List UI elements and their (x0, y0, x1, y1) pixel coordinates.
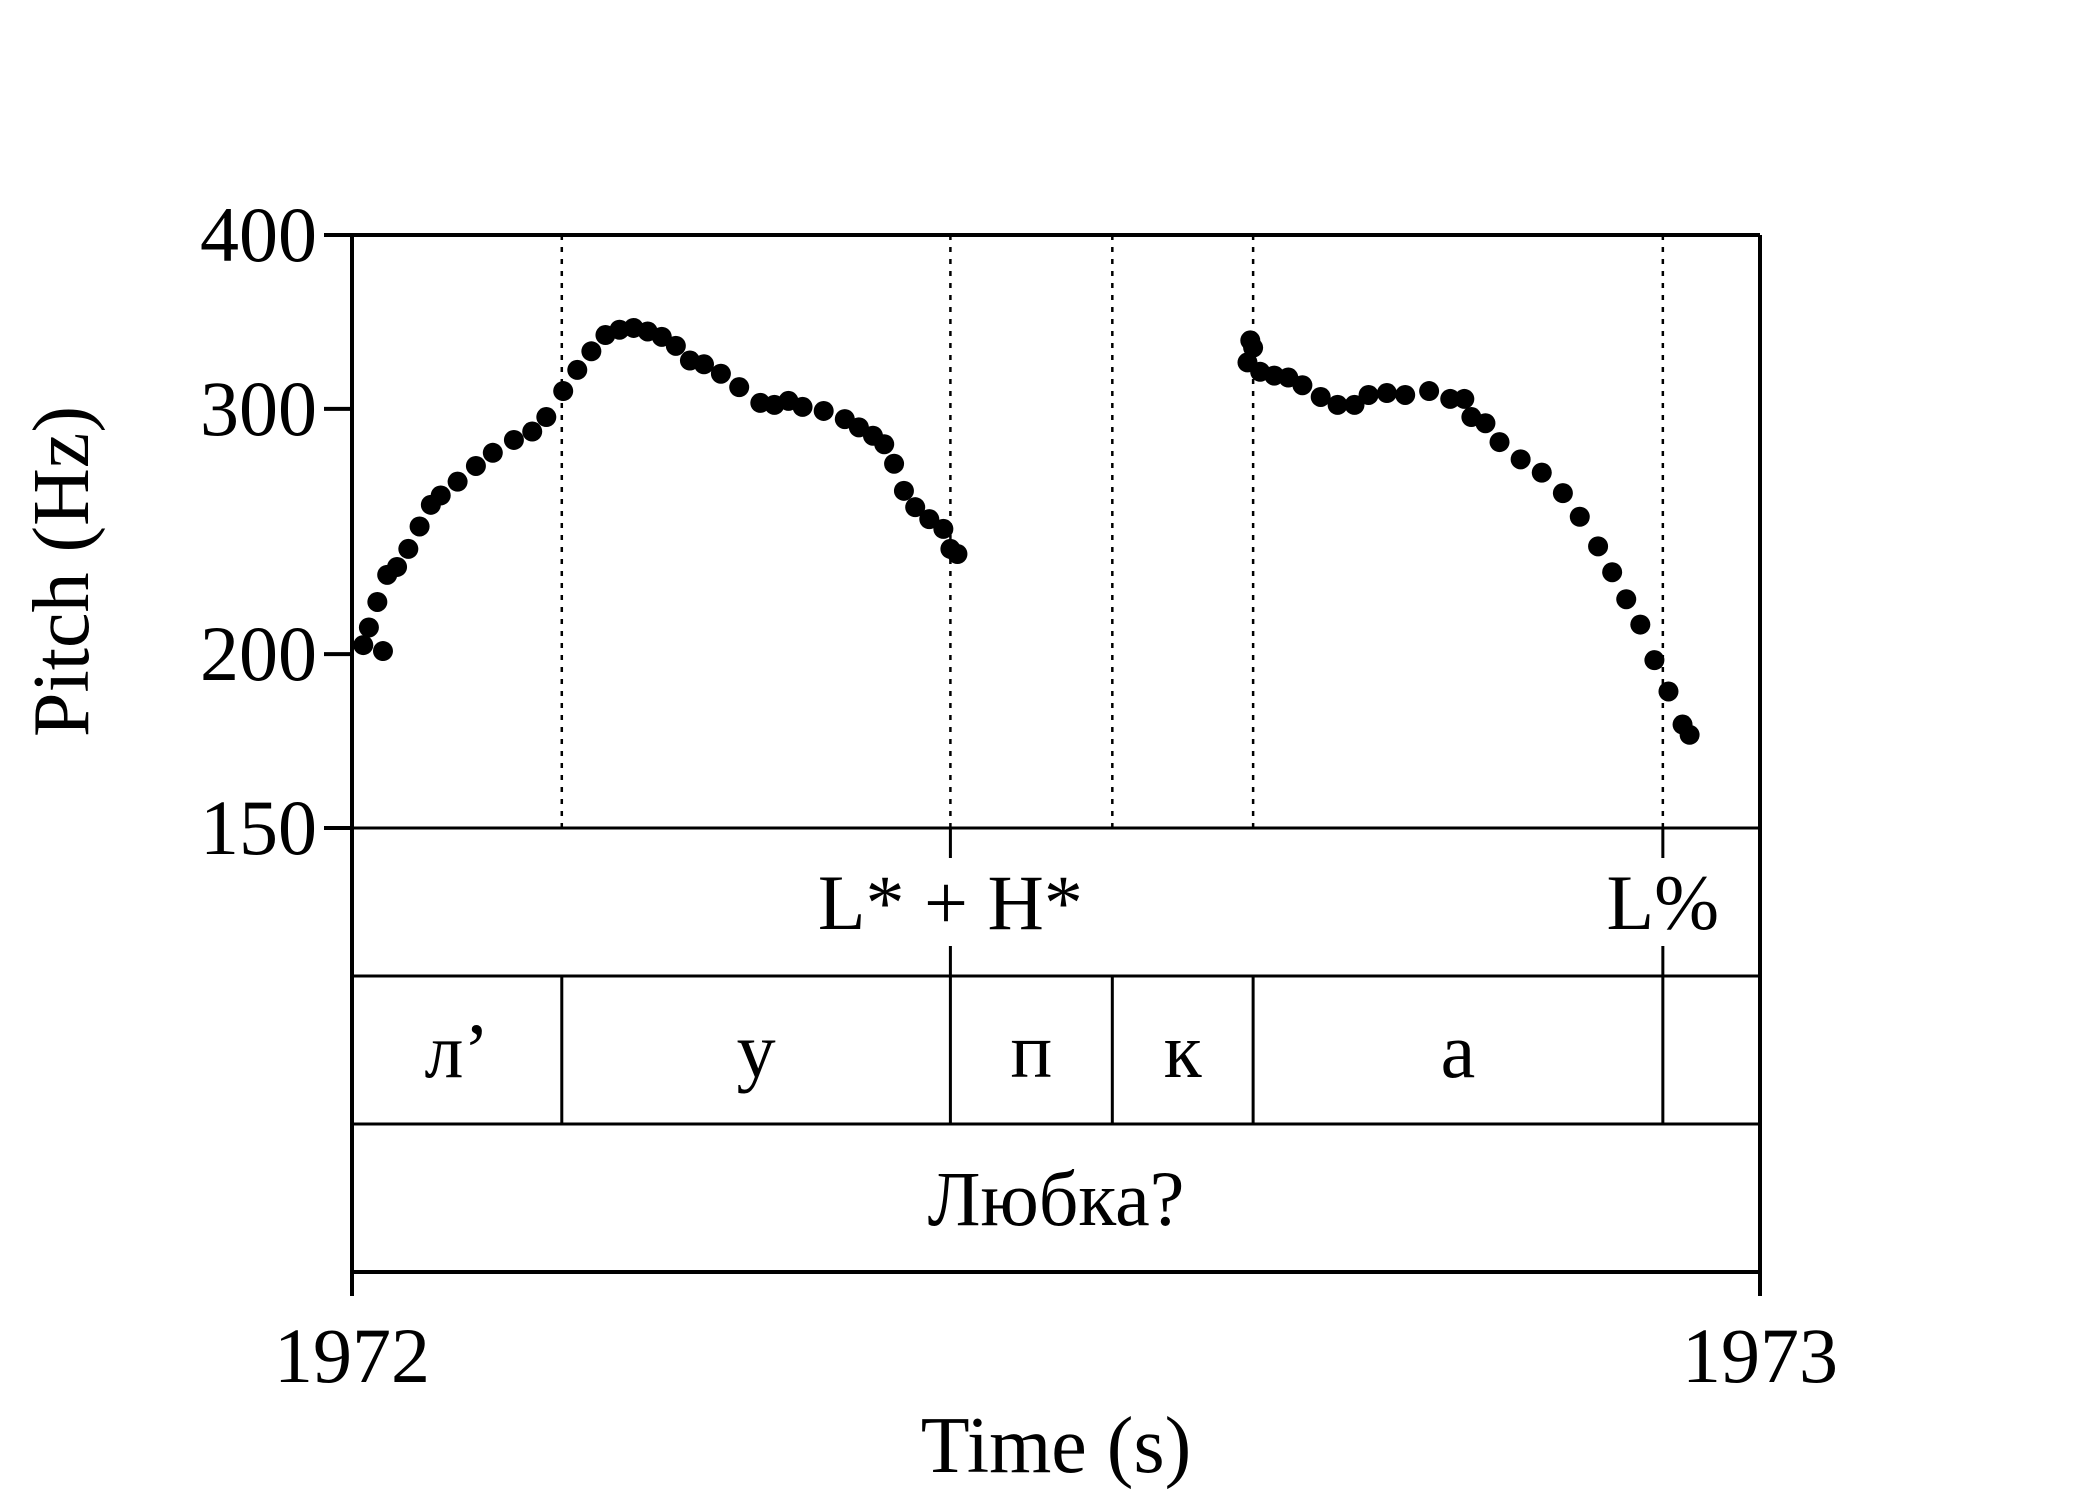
pitch-point (430, 485, 451, 506)
pitch-point (447, 471, 468, 492)
pitch-point (729, 377, 750, 398)
annotation-tiers: L* + H* L% л’ у п к а Любка? (352, 828, 1760, 1274)
x-tick-label: 1972 (274, 1312, 430, 1399)
pitch-point (792, 396, 813, 417)
pitch-point (1358, 384, 1379, 405)
pitch-point (1292, 375, 1313, 396)
pitch-point (1440, 388, 1461, 409)
pitch-point (398, 538, 419, 559)
y-tick-label: 300 (200, 365, 317, 452)
interval-label: а (1441, 1007, 1476, 1094)
pitch-point (1327, 394, 1348, 415)
pitch-point (1630, 614, 1651, 635)
pitch-point (536, 407, 557, 428)
pitch-point (465, 455, 486, 476)
pitch-point (1616, 589, 1637, 610)
interval-label: к (1164, 1007, 1202, 1094)
pitch-point (1310, 386, 1331, 407)
pitch-point (1454, 388, 1475, 409)
axis-ticks: 400 300 200 150 1972 1973 (200, 191, 1838, 1399)
pitch-point (1588, 536, 1609, 557)
pitch-point (353, 635, 374, 656)
pitch-point (1419, 381, 1440, 402)
pitch-point (1531, 462, 1552, 483)
pitch-point (813, 400, 834, 421)
y-tick-label: 200 (200, 610, 317, 697)
pitch-point (387, 556, 408, 577)
y-tick-label: 150 (200, 784, 317, 871)
interval-label: л’ (424, 1007, 489, 1094)
pitch-point (1658, 681, 1679, 702)
pitch-point (482, 442, 503, 463)
pitch-point (1569, 506, 1590, 527)
pitch-point (1602, 562, 1623, 583)
pitch-point (947, 544, 968, 565)
interval-label: у (737, 1007, 776, 1094)
pitch-point (933, 518, 954, 539)
pitch-point (1679, 724, 1700, 745)
pitch-point (1510, 449, 1531, 470)
pitch-point (367, 591, 388, 612)
pitch-point (665, 335, 686, 356)
pitch-point (553, 381, 574, 402)
pitch-point (1475, 413, 1496, 434)
pitch-point (372, 641, 393, 662)
pitch-point (522, 421, 543, 442)
y-tick-label: 400 (200, 191, 317, 278)
pitch-point (358, 617, 379, 638)
pitch-point (581, 341, 602, 362)
pitch-point (1395, 384, 1416, 405)
pitch-point (1644, 650, 1665, 671)
pitch-point (1376, 383, 1397, 404)
point-label: L% (1607, 859, 1720, 946)
interval-label: п (1010, 1007, 1052, 1094)
pitch-point (1344, 394, 1365, 415)
pitch-point (874, 434, 895, 455)
pitch-point (710, 363, 731, 384)
interval-label: Любка? (928, 1155, 1185, 1242)
plot-frame (350, 233, 1762, 1274)
x-tick-label: 1973 (1682, 1312, 1838, 1399)
pitch-point (905, 497, 926, 518)
pitch-point (1489, 432, 1510, 453)
pitch-point (503, 429, 524, 450)
boundary-lines (560, 235, 1665, 828)
point-label: L* + H* (818, 859, 1083, 946)
pitch-point (409, 516, 430, 537)
pitch-point (919, 509, 940, 530)
pitch-point (567, 359, 588, 380)
pitch-point (694, 354, 714, 375)
pitch-point (884, 453, 905, 474)
y-axis-title: Pitch (Hz) (18, 406, 106, 737)
pitch-point (893, 480, 914, 501)
x-axis-title: Time (s) (921, 1402, 1191, 1490)
pitch-points (353, 317, 1700, 745)
pitch-point (1552, 483, 1573, 504)
